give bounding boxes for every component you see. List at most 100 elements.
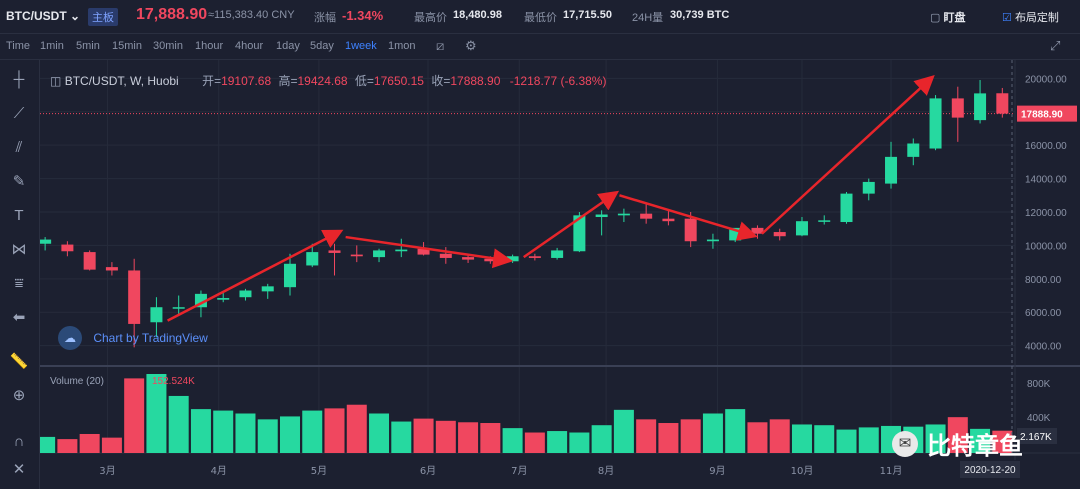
layout-button[interactable]: ☑ 布局定制 (1002, 9, 1059, 25)
trend-arrow (619, 194, 758, 241)
candle-body (773, 232, 786, 237)
close-legend-value: 17888.90 (450, 74, 501, 88)
candle-body (306, 252, 319, 266)
pair-label: BTC/USDT (6, 9, 67, 23)
candle-body (662, 218, 675, 222)
volume-bar (391, 421, 412, 453)
tf-1min[interactable]: 1min (40, 40, 64, 52)
high-value: 18,480.98 (453, 9, 502, 21)
timeframe-toolbar: Time 1min 5min 15min 30min 1hour 4hour 1… (0, 34, 1080, 60)
candle-body (350, 254, 363, 257)
trend-arrow (761, 74, 935, 235)
watermark-text: 比特章鱼 (927, 432, 1024, 460)
lock-icon[interactable]: ✕ (12, 461, 26, 478)
y-tick-label: 14000.00 (1025, 175, 1067, 186)
fullscreen-icon[interactable]: ⤢ (1050, 38, 1061, 53)
tradingview-credit[interactable]: ☁ Chart by TradingView (58, 326, 208, 350)
volume-title: Volume (20) (50, 376, 104, 387)
candle-body (417, 248, 430, 255)
candle-body (595, 214, 608, 218)
y-tick-label: 12000.00 (1025, 208, 1067, 219)
crosshair-date-label: 2020-12-20 (964, 465, 1016, 476)
low-label: 最低价 (524, 12, 557, 24)
cny-price: ≈115,383.40 CNY (208, 9, 295, 21)
tf-1mon[interactable]: 1mon (388, 40, 416, 52)
pair-selector[interactable]: BTC/USDT ⌄ (6, 9, 80, 23)
volume-bar (658, 423, 679, 453)
subscribe-button[interactable]: ▢ 盯盘 (930, 9, 965, 25)
candle-body (484, 258, 497, 262)
candle-body (261, 286, 274, 292)
tf-1hour[interactable]: 1hour (195, 40, 224, 52)
tf-5min[interactable]: 5min (76, 40, 100, 52)
volume-bar (40, 436, 56, 453)
x-tick-label: 11月 (880, 465, 903, 477)
volume-bar (970, 428, 991, 453)
cloud-icon: ☁ (58, 326, 82, 350)
volume-bar (747, 422, 768, 453)
candle-body (283, 263, 296, 288)
tf-1week[interactable]: 1week (345, 40, 377, 52)
tf-15min[interactable]: 15min (112, 40, 142, 52)
volume-bar (858, 427, 879, 453)
bookmark-icon: ▢ (930, 12, 941, 24)
volume-bar (168, 395, 189, 453)
candle-body (528, 256, 541, 258)
volume-bar (591, 425, 612, 453)
x-tick-label: 6月 (420, 465, 436, 477)
tf-30min[interactable]: 30min (153, 40, 183, 52)
volume-bar (502, 428, 523, 453)
last-price-tag-label: 17888.90 (1021, 110, 1063, 121)
back-arrow-icon[interactable]: ⬅ (12, 309, 26, 326)
pattern-icon[interactable]: ⋈ (11, 241, 27, 258)
candle-body (172, 307, 185, 309)
candle-body (373, 250, 386, 258)
brush-icon[interactable]: ✎ (12, 173, 26, 190)
volume-bar (369, 413, 390, 453)
x-tick-label: 3月 (99, 465, 115, 477)
crosshair-date-tag (960, 461, 1020, 478)
chart-legend: ◫ BTC/USDT, W, Huobi 开=19107.68 高=19424.… (50, 72, 606, 89)
fib-icon[interactable]: ⩸ (14, 275, 24, 292)
tf-4hour[interactable]: 4hour (235, 40, 264, 52)
legend-visibility-icon[interactable]: ◫ (50, 74, 62, 88)
change-legend-value: -1218.77 (-6.38%) (509, 74, 607, 88)
volume-bar (613, 409, 634, 453)
tf-time[interactable]: Time (6, 40, 31, 52)
crosshair-icon[interactable]: ┼ (13, 71, 25, 88)
high-legend-value: 19424.68 (297, 74, 348, 88)
volume-bar (791, 424, 812, 453)
candle-body (818, 220, 831, 222)
tf-5day[interactable]: 5day (310, 40, 334, 52)
tradingview-label: Chart by TradingView (93, 331, 208, 345)
legend-symbol: BTC/USDT, W, Huobi (64, 74, 179, 88)
last-volume-tag-label: 2.167K (1020, 432, 1052, 443)
candle-body (105, 267, 118, 271)
candle-body (551, 250, 564, 258)
x-tick-label: 10月 (791, 465, 814, 477)
close-legend-label: 收= (431, 74, 451, 88)
volume-bar (146, 374, 167, 453)
price-chart[interactable]: 4000.00 6000.00 8000.00 10000.00 12000.00 140… (40, 60, 1080, 489)
volume-bar (302, 410, 323, 453)
zoom-icon[interactable]: ⊕ (12, 387, 26, 404)
ruler-icon[interactable]: 📏 (9, 353, 29, 370)
trendline-icon[interactable]: ⟋ (13, 105, 25, 122)
y-tick-label: 16000.00 (1025, 141, 1067, 152)
pitchfork-icon[interactable]: ⫽ (15, 139, 23, 156)
open-value: 19107.68 (221, 74, 272, 88)
last-price: 17,888.90 (136, 6, 208, 23)
text-icon[interactable]: T (14, 207, 24, 224)
x-tick-label: 4月 (211, 465, 227, 477)
volume-bar (947, 417, 968, 453)
settings-icon[interactable]: ⚙ (465, 38, 477, 53)
volume-bar (279, 416, 300, 453)
volume-tick-label: 400K (1027, 413, 1051, 424)
tf-1day[interactable]: 1day (276, 40, 300, 52)
checkbox-icon: ☑ (1002, 12, 1012, 24)
x-tick-label: 7月 (511, 465, 527, 477)
indicator-icon[interactable]: ⧄ (436, 38, 445, 53)
volume-bar (524, 432, 545, 453)
magnet-icon[interactable]: ∩ (13, 433, 25, 450)
y-tick-label: 6000.00 (1025, 308, 1062, 319)
